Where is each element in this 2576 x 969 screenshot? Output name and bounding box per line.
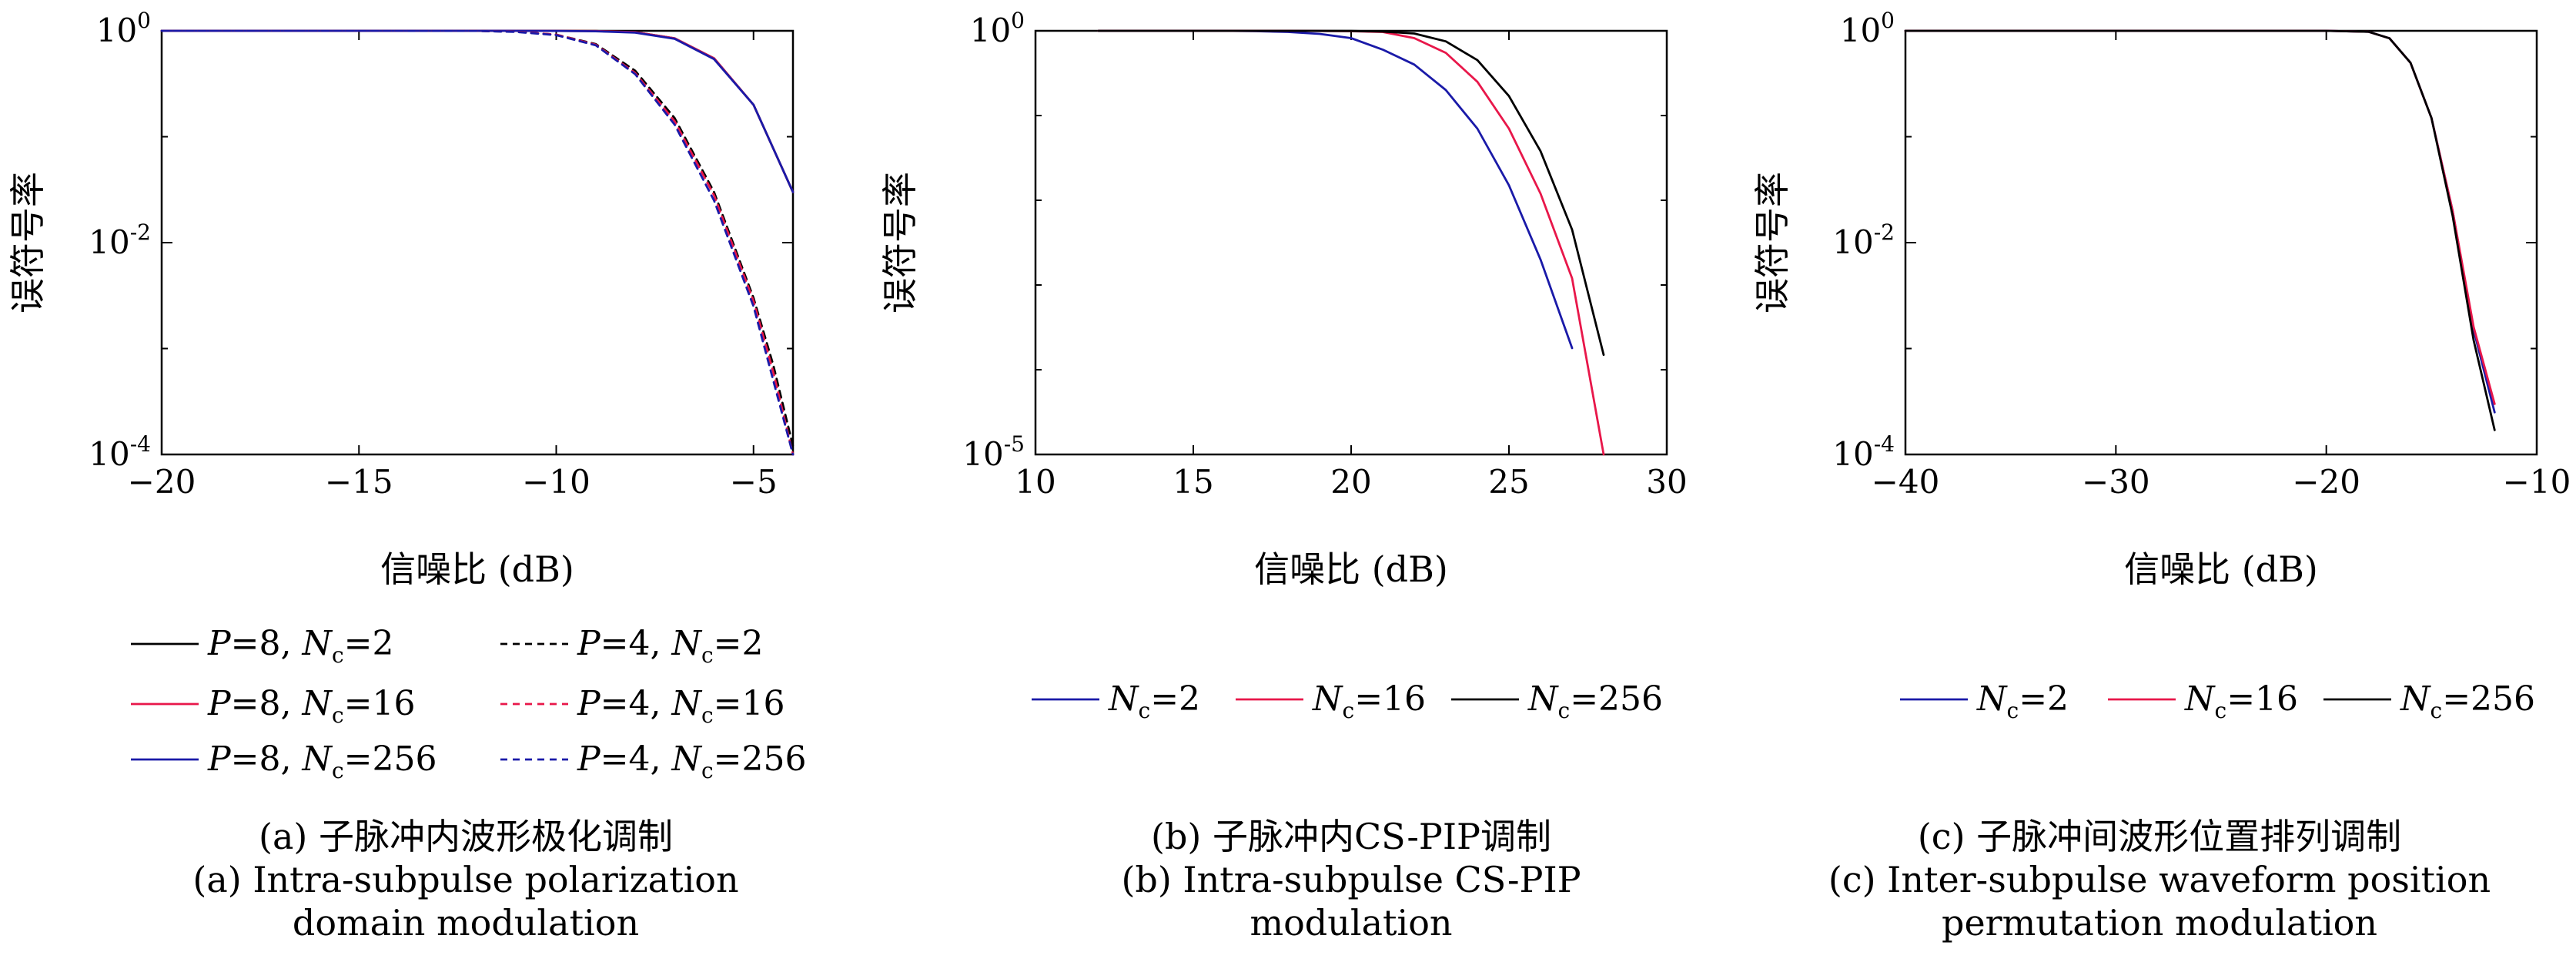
caption-a-zh: (a) 子脉冲内波形极化调制 (259, 816, 673, 857)
caption-b-zh: (b) 子脉冲内CS-PIP调制 (1151, 816, 1551, 857)
y-axis-label: 误符号率 (1751, 172, 1793, 314)
series-line-a-2 (160, 29, 795, 193)
chart-a: −20 −15 −10 −5 100 10-2 10-4 信噪比 (dB) 误符号率 P=8, N… (7, 8, 807, 783)
caption-b-en-2: modulation (1250, 902, 1453, 944)
y-tick-label: 10-2 (1832, 220, 1895, 261)
x-tick-label: −20 (2292, 463, 2360, 501)
caption-b: (b) 子脉冲内CS-PIP调制 (b) Intra-subpulse CS-P… (1024, 815, 1678, 944)
legend-entry: P=8, Nc=2 (207, 624, 394, 668)
caption-c-en-1: (c) Inter-subpulse waveform position (1828, 859, 2491, 900)
series-line-b-2 (1097, 29, 1605, 357)
x-tick-label: −10 (522, 463, 590, 501)
legend-entry: Nc=2 (1108, 679, 1200, 723)
x-axis-label: 信噪比 (dB) (380, 548, 574, 590)
series-line-b-0 (1097, 29, 1574, 350)
series-line-c-0 (1904, 29, 2496, 414)
x-tick-label: −20 (128, 463, 196, 501)
plot-frame (160, 29, 795, 456)
y-tick-label: 10-5 (962, 431, 1025, 473)
plot-frame (1034, 29, 1668, 456)
x-tick-label: −40 (1872, 463, 1940, 501)
caption-a-en-1: (a) Intra-subpulse polarization (192, 859, 739, 900)
legend-entry: Nc=16 (1312, 679, 1426, 723)
legend-entry: P=8, Nc=256 (207, 739, 437, 783)
x-tick-label: 10 (1015, 463, 1055, 501)
x-tick-label: −15 (325, 463, 393, 501)
caption-c-en-2: permutation modulation (1942, 902, 2377, 944)
caption-c-zh: (c) 子脉冲间波形位置排列调制 (1917, 816, 2402, 857)
x-tick-label: 25 (1488, 463, 1529, 501)
y-axis-label: 误符号率 (879, 172, 921, 314)
y-tick-label: 10-2 (89, 220, 151, 261)
y-tick-label: 100 (96, 8, 151, 49)
legend-entry: P=4, Nc=16 (577, 684, 785, 728)
x-tick-label: 30 (1646, 463, 1687, 501)
y-axis-label: 误符号率 (7, 172, 49, 314)
series-line-a-5 (160, 29, 795, 456)
x-tick-label: 15 (1173, 463, 1213, 501)
x-axis-label: 信噪比 (dB) (1254, 548, 1448, 590)
legend-entry: Nc=2 (1976, 679, 2069, 723)
plot-frame (1904, 29, 2538, 456)
legend-c: Nc=2 Nc=16 Nc=256 (1900, 679, 2535, 723)
y-tick-label: 10-4 (1832, 431, 1895, 473)
legend-entry: Nc=256 (1527, 679, 1663, 723)
x-tick-label: −5 (730, 463, 778, 501)
legend-entry: P=8, Nc=16 (207, 684, 416, 728)
x-tick-label: −10 (2503, 463, 2571, 501)
series-line-c-1 (1904, 29, 2496, 405)
legend-entry: P=4, Nc=256 (577, 739, 807, 783)
caption-a: (a) 子脉冲内波形极化调制 (a) Intra-subpulse polari… (139, 815, 793, 944)
series-line-a-4 (160, 29, 795, 456)
legend-entry: Nc=16 (2184, 679, 2298, 723)
legend-a: P=8, Nc=2 P=8, Nc=16 P=8, Nc=256 P=4, Nc=2 P… (131, 624, 807, 783)
x-tick-label: 20 (1330, 463, 1371, 501)
x-tick-label: −30 (2082, 463, 2150, 501)
caption-b-en-1: (b) Intra-subpulse CS-PIP (1121, 859, 1581, 900)
y-tick-label: 100 (970, 8, 1025, 49)
series-line-a-3 (160, 29, 795, 448)
caption-a-en-2: domain modulation (292, 902, 640, 944)
legend-b: Nc=2 Nc=16 Nc=256 (1032, 679, 1663, 723)
caption-c: (c) 子脉冲间波形位置排列调制 (c) Inter-subpulse wave… (1771, 815, 2548, 944)
series-line-b-1 (1097, 29, 1605, 456)
y-tick-label: 100 (1840, 8, 1895, 49)
x-axis-label: 信噪比 (dB) (2124, 548, 2318, 590)
y-tick-label: 10-4 (89, 431, 151, 473)
legend-entry: Nc=256 (2400, 679, 2535, 723)
series-line-c-2 (1904, 29, 2496, 431)
legend-entry: P=4, Nc=2 (577, 624, 764, 668)
